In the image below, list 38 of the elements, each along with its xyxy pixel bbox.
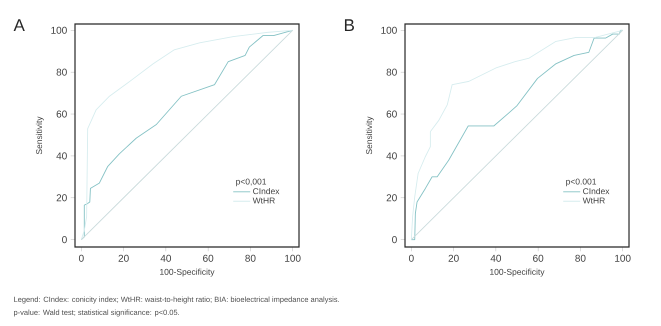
x-tick-label: 100 <box>285 254 301 262</box>
x-axis-title: 100-Specificity <box>160 268 215 277</box>
x-tick-label: 60 <box>203 254 214 262</box>
x-tick-label: 60 <box>533 254 544 262</box>
y-tick-label: 40 <box>56 152 67 160</box>
x-tick-label: 100 <box>615 254 631 262</box>
y-tick-label: 80 <box>386 68 397 76</box>
chart-title: A <box>14 19 25 31</box>
y-tick-label: 40 <box>386 152 397 160</box>
x-axis-title: 100-Specificity <box>490 268 545 277</box>
y-tick-label: 80 <box>56 68 67 76</box>
y-axis-title: Sensitivity <box>366 116 374 154</box>
y-tick-label: 20 <box>386 194 397 202</box>
legend-label: WtHR <box>582 198 605 204</box>
x-tick-label: 80 <box>575 254 586 262</box>
x-tick-label: 40 <box>160 254 172 262</box>
x-tick-label: 20 <box>118 254 129 262</box>
legend-label: CIndex <box>253 188 280 194</box>
y-tick-label: 60 <box>386 110 397 118</box>
line-series <box>80 30 294 240</box>
x-tick-label: 80 <box>245 254 256 262</box>
y-tick-label: 100 <box>381 26 397 34</box>
y-tick-label: 60 <box>56 110 67 118</box>
legend-title: p<0,001 <box>236 178 266 186</box>
chart-title: B <box>344 19 354 31</box>
x-tick-label: 0 <box>408 254 414 262</box>
line-series <box>410 30 624 240</box>
legend-label: CIndex <box>583 188 610 194</box>
x-tick-label: 20 <box>448 254 459 262</box>
y-tick-label: 0 <box>392 236 397 244</box>
x-tick-label: 0 <box>78 254 84 262</box>
legend-title: p<0.001 <box>566 178 596 186</box>
y-tick-label: 100 <box>51 26 67 34</box>
legend-label: WtHR <box>252 198 275 204</box>
y-tick-label: 20 <box>56 194 67 202</box>
x-tick-label: 40 <box>490 254 502 262</box>
y-axis-title: Sensitivity <box>36 116 44 154</box>
y-tick-label: 0 <box>62 236 67 244</box>
